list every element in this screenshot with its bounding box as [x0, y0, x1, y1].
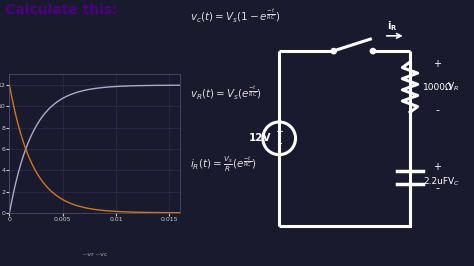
Text: +: +	[275, 127, 283, 137]
Text: 2.2uF: 2.2uF	[423, 177, 448, 186]
Text: --vr --vc: --vr --vc	[82, 252, 107, 256]
Text: 12V: 12V	[249, 133, 271, 143]
Text: $v_c(t) = V_s(1 - e^{\frac{-t}{RC}})$: $v_c(t) = V_s(1 - e^{\frac{-t}{RC}})$	[190, 8, 280, 25]
Text: -: -	[435, 184, 439, 193]
Text: -: -	[277, 137, 282, 150]
Text: +: +	[433, 162, 441, 172]
Text: V$_R$: V$_R$	[447, 81, 459, 93]
Circle shape	[370, 48, 375, 54]
Text: -: -	[435, 105, 439, 115]
Text: V$_C$: V$_C$	[447, 176, 460, 188]
Text: +: +	[433, 59, 441, 69]
Circle shape	[331, 48, 337, 54]
Text: $\mathbf{i_R}$: $\mathbf{i_R}$	[387, 19, 398, 32]
Text: Calculate this:: Calculate this:	[5, 3, 117, 17]
Text: 1000Ω: 1000Ω	[423, 82, 453, 92]
Text: $i_R(t) = \frac{V_s}{R}(e^{\frac{-t}{RC}})$: $i_R(t) = \frac{V_s}{R}(e^{\frac{-t}{RC}…	[190, 154, 256, 174]
Text: $v_R(t) = V_s(e^{\frac{-t}{RC}})$: $v_R(t) = V_s(e^{\frac{-t}{RC}})$	[190, 85, 262, 102]
